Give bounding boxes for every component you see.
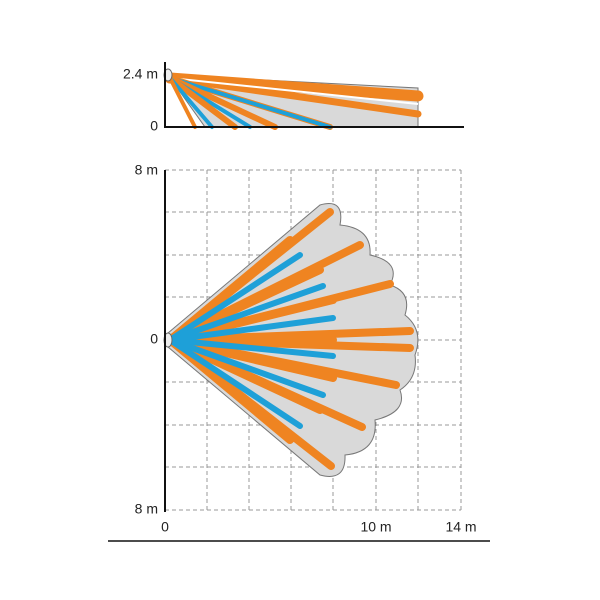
plan-y-label: 8 m bbox=[135, 162, 158, 178]
side-beams bbox=[164, 72, 424, 130]
plan-x-label: 0 bbox=[161, 519, 169, 535]
plan-beams bbox=[166, 208, 414, 470]
plan-y-label: 0 bbox=[150, 331, 158, 347]
side-y-label: 2.4 m bbox=[123, 66, 158, 82]
plan-y-label: 8 m bbox=[135, 501, 158, 517]
plan-x-label: 10 m bbox=[360, 519, 391, 535]
side-y-label: 0 bbox=[150, 118, 158, 134]
plan-view: 8 m 0 8 m 0 10 m 14 m bbox=[108, 162, 490, 542]
plan-x-label: 14 m bbox=[445, 519, 476, 535]
side-view: 2.4 m 0 bbox=[123, 62, 464, 134]
